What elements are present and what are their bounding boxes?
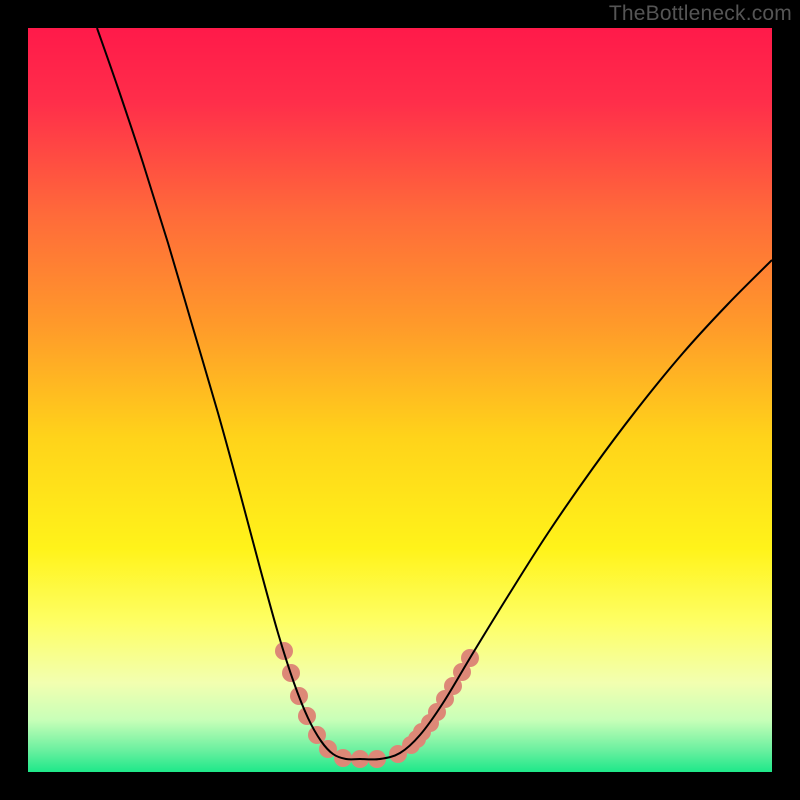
- plot-area: [28, 28, 772, 772]
- watermark-text: TheBottleneck.com: [609, 2, 792, 26]
- marker-group: [275, 642, 479, 768]
- chart-curves: [28, 28, 772, 772]
- curve-left: [97, 28, 360, 759]
- curve-right: [360, 260, 772, 759]
